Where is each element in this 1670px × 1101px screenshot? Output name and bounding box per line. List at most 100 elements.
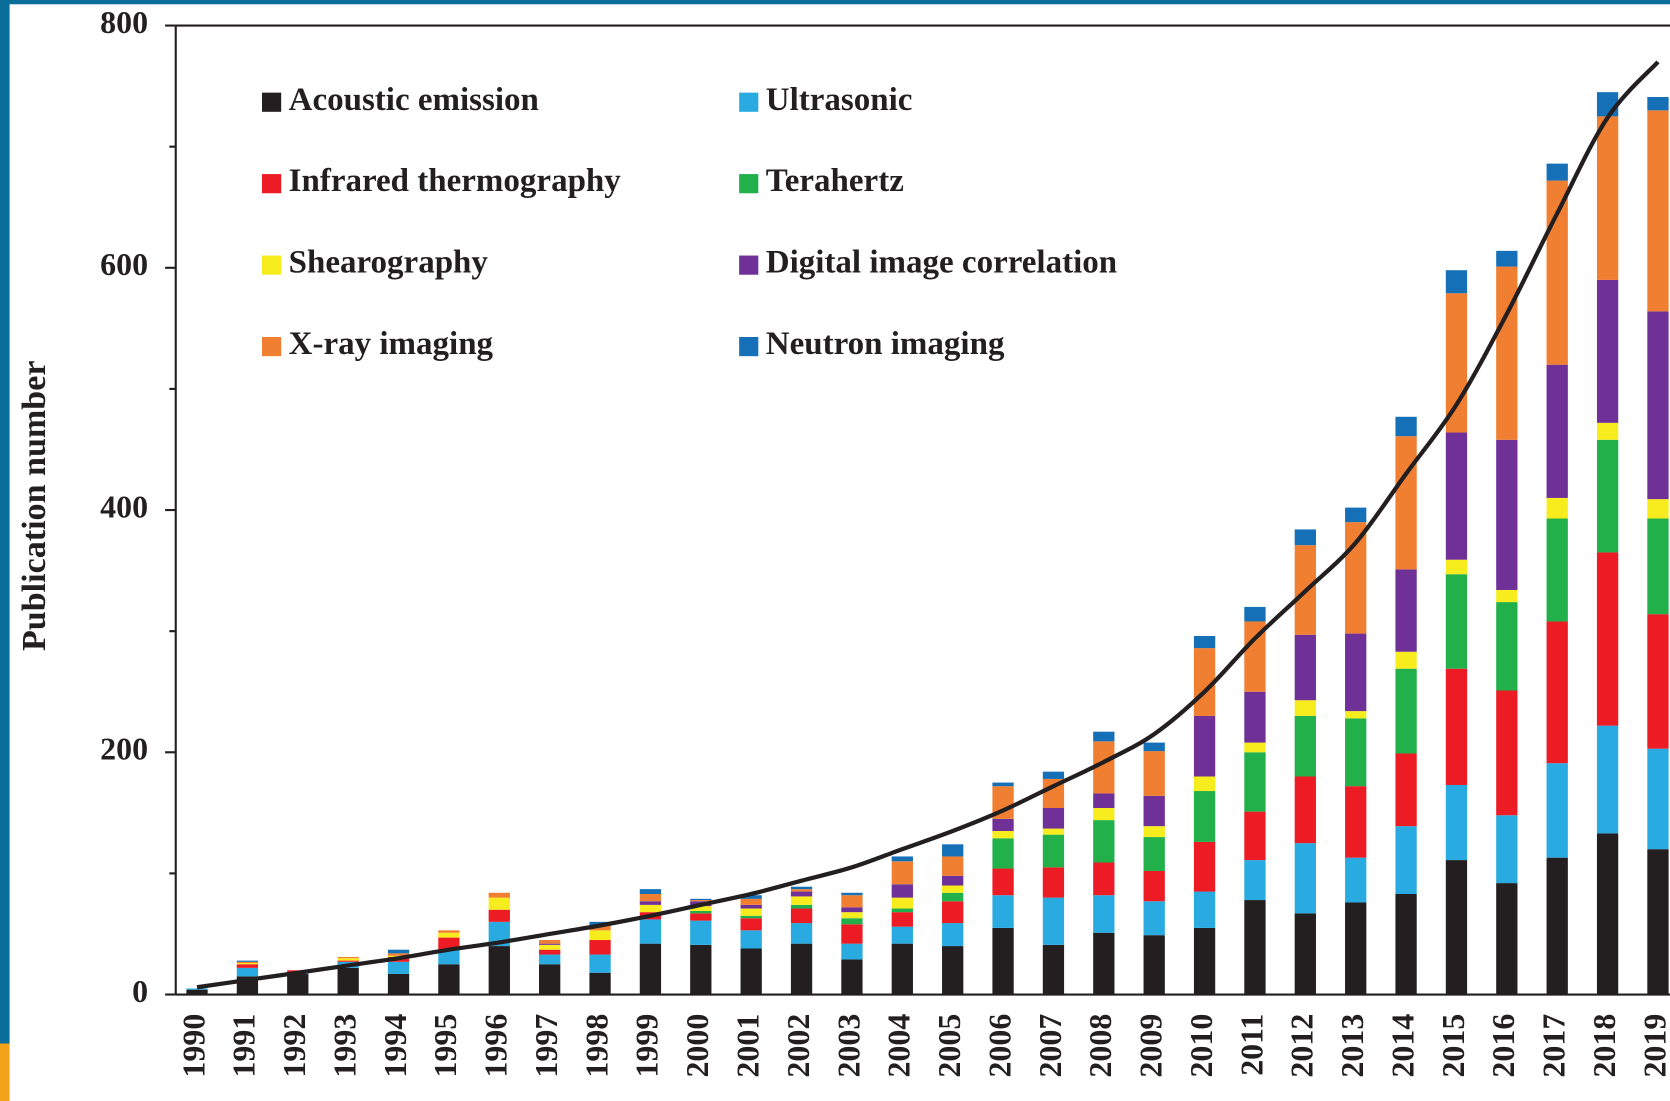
bar-segment [1345,507,1367,523]
bar-segment [1395,651,1417,669]
bar-segment [1193,636,1216,649]
y-tick-label: 200 [100,732,148,767]
bar-segment [690,913,712,921]
bar-segment [942,875,964,886]
bar-segment [1294,776,1316,844]
x-tick-label: 2016 [1486,1014,1521,1078]
bar-segment [992,895,1014,928]
bar-segment [639,901,662,905]
legend-label: Acoustic emission [289,82,539,118]
bar-segment [639,893,662,902]
bar-segment [1647,748,1669,850]
bar-segment [1496,439,1518,590]
bar-segment [1345,633,1367,712]
bar-segment [1395,826,1417,894]
bar-segment [891,908,913,913]
bar-segment [337,960,359,962]
bar-segment [1546,518,1568,622]
legend-swatch [262,174,282,194]
bar-segment [1093,932,1115,995]
bar-segment [942,892,964,902]
x-tick-label: 1994 [378,1014,413,1078]
y-axis-label: Publication number [16,361,53,651]
x-tick-label: 2000 [680,1014,715,1078]
bar-segment [1395,668,1417,754]
bar-segment [740,898,762,905]
bar-segment [891,943,913,995]
bar-segment [790,886,813,890]
bar-segment [841,924,863,944]
bar-segment [942,844,964,857]
bar-segment [841,959,863,995]
bar-segment [1345,522,1367,634]
bar-segment [1244,900,1266,995]
bar-segment [1496,602,1518,691]
bar-segment [1042,828,1065,835]
bar-segment [1042,834,1065,868]
bar-segment [639,919,662,944]
bar-segment [1395,416,1417,437]
bar-segment [1244,752,1266,812]
bar-segment [1345,786,1367,858]
bar-segment [1546,497,1568,519]
bar-segment [1193,791,1216,842]
legend-swatch [739,337,759,357]
bar-segment [1143,742,1165,752]
bar-segment [992,831,1014,839]
bar-segment [1546,857,1568,995]
bar-segment [1193,891,1216,928]
bar-segment [639,889,662,894]
bar-segment [1093,820,1115,863]
bar-segment [1244,691,1266,743]
bar-segment [1093,807,1115,821]
bar-segment [1193,776,1216,792]
bar-segment [740,915,762,919]
bar-segment [488,897,510,910]
x-tick-label: 1999 [630,1014,665,1078]
legend-swatch [739,255,759,275]
frame-corner [0,1043,10,1101]
bar-segment [1042,944,1065,995]
bar-segment [1294,913,1316,995]
bar-segment [1496,266,1518,440]
bar-segment [1496,250,1518,267]
bar-segment [1093,895,1115,933]
bar-segment [891,861,913,885]
trend-line [196,60,1660,990]
bar-segment [740,895,762,899]
bar-segment [790,943,813,995]
bar-segment [539,954,561,965]
bar-segment [1143,837,1165,871]
bar-segment [639,904,662,913]
x-tick-label: 1993 [327,1014,362,1078]
x-tick-label: 1998 [579,1014,614,1078]
bar-segment [790,923,813,944]
bar-segment [942,923,964,947]
bar-segment [539,943,561,945]
bar-segment [1546,163,1568,181]
bar-segment [690,900,712,902]
bar-segment [1445,293,1468,433]
bar-segment [1345,902,1367,995]
bar-segment [539,964,561,995]
bar-segment [1395,436,1417,570]
bar-segment [992,838,1014,869]
bar-segment [992,927,1014,995]
x-tick-label: 1995 [428,1014,463,1078]
bar-segment [790,889,813,892]
bar-segment [1093,731,1115,742]
bar-segment [236,967,259,977]
bar-segment [1143,935,1165,995]
legend-label: Terahertz [766,163,904,199]
bar-segment [1345,857,1367,903]
bar-segment [1596,833,1619,995]
bar-segment [1042,807,1065,829]
bar-segment [1345,718,1367,787]
y-tick-label: 400 [100,489,148,524]
bar-segment [1596,439,1619,553]
frame-top [0,0,1670,5]
bar-segment [1496,690,1518,816]
bar-segment [236,963,259,965]
x-tick-label: 2004 [882,1014,917,1078]
bar-segment [1294,634,1316,701]
